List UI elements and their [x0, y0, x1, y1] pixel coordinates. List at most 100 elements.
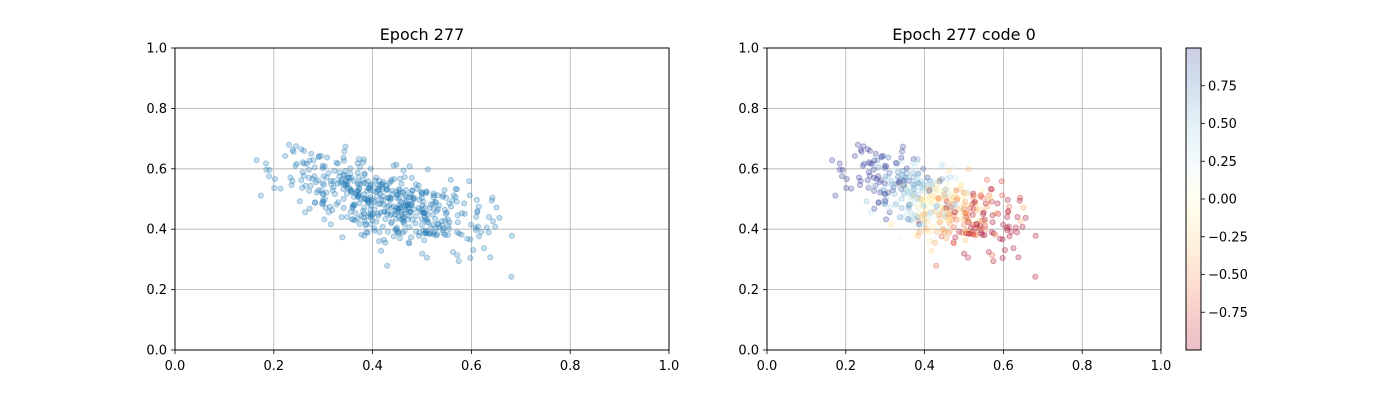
- scatter-point: [475, 203, 482, 210]
- scatter-point: [881, 180, 888, 187]
- scatter-point: [385, 194, 392, 201]
- scatter-point: [903, 174, 910, 181]
- scatter-point: [387, 194, 394, 201]
- scatter-point: [918, 198, 925, 205]
- scatter-point: [370, 210, 377, 217]
- scatter-point: [872, 150, 879, 157]
- right-chart: Epoch 277 code 0 0.0 0.2 0.4 0.6 0.8 1.00.00.…: [738, 25, 1171, 374]
- scatter-point: [868, 182, 875, 189]
- scatter-point: [916, 220, 923, 227]
- scatter-point: [920, 165, 927, 172]
- scatter-point: [942, 230, 949, 237]
- scatter-point: [436, 202, 443, 209]
- scatter-point: [378, 186, 385, 193]
- scatter-point: [443, 194, 450, 201]
- scatter-point: [943, 204, 950, 211]
- scatter-point: [397, 204, 404, 211]
- scatter-point: [393, 224, 400, 231]
- scatter-point: [916, 196, 923, 203]
- scatter-point: [947, 202, 954, 209]
- scatter-point: [406, 163, 413, 170]
- scatter-point: [339, 234, 346, 241]
- scatter-point: [418, 194, 425, 201]
- right-ytick-label: 0.2: [738, 283, 759, 298]
- scatter-point: [965, 218, 972, 225]
- scatter-point: [916, 229, 923, 236]
- scatter-point: [910, 179, 917, 186]
- scatter-point: [394, 205, 401, 212]
- scatter-point: [909, 169, 916, 176]
- scatter-point: [406, 224, 413, 231]
- scatter-point: [319, 180, 326, 187]
- scatter-point: [1004, 226, 1011, 233]
- scatter-point: [377, 200, 384, 207]
- scatter-point: [940, 207, 947, 214]
- scatter-point: [314, 177, 321, 184]
- scatter-point: [933, 203, 940, 210]
- scatter-point: [318, 187, 325, 194]
- scatter-point: [439, 222, 446, 229]
- scatter-point: [320, 191, 327, 198]
- scatter-point: [419, 202, 426, 209]
- scatter-point: [405, 202, 412, 209]
- scatter-point: [373, 174, 380, 181]
- scatter-point: [963, 230, 970, 237]
- scatter-point: [435, 220, 442, 227]
- scatter-point: [394, 208, 401, 215]
- scatter-point: [936, 178, 943, 185]
- scatter-point: [903, 184, 910, 191]
- scatter-point: [289, 177, 296, 184]
- scatter-point: [910, 193, 917, 200]
- scatter-point: [299, 169, 306, 176]
- scatter-point: [899, 167, 906, 174]
- scatter-point: [373, 218, 380, 225]
- scatter-point: [977, 193, 984, 200]
- scatter-point: [322, 204, 329, 211]
- scatter-point: [877, 189, 884, 196]
- scatter-point: [342, 182, 349, 189]
- scatter-point: [964, 227, 971, 234]
- left-xtick-label: 0.2: [263, 359, 284, 374]
- scatter-point: [988, 198, 995, 205]
- scatter-point: [998, 178, 1005, 185]
- scatter-point: [382, 216, 389, 223]
- scatter-point: [421, 204, 428, 211]
- scatter-point: [920, 211, 927, 218]
- scatter-point: [365, 178, 372, 185]
- scatter-point: [290, 148, 297, 155]
- scatter-point: [912, 195, 919, 202]
- scatter-point: [375, 186, 382, 193]
- scatter-point: [962, 209, 969, 216]
- scatter-point: [924, 174, 931, 181]
- scatter-point: [882, 173, 889, 180]
- scatter-point: [948, 199, 955, 206]
- scatter-point: [968, 229, 975, 236]
- scatter-point: [948, 197, 955, 204]
- scatter-point: [421, 230, 428, 237]
- scatter-point: [418, 190, 425, 197]
- scatter-point: [887, 203, 894, 210]
- scatter-point: [951, 208, 958, 215]
- scatter-point: [378, 247, 385, 254]
- scatter-point: [408, 234, 415, 241]
- scatter-point: [907, 217, 914, 224]
- scatter-point: [423, 189, 430, 196]
- scatter-point: [337, 178, 344, 185]
- scatter-point: [485, 213, 492, 220]
- scatter-point: [926, 186, 933, 193]
- scatter-point: [392, 226, 399, 233]
- scatter-point: [338, 176, 345, 183]
- scatter-point: [979, 206, 986, 213]
- scatter-point: [971, 215, 978, 222]
- scatter-point: [424, 216, 431, 223]
- scatter-point: [977, 222, 984, 229]
- scatter-point: [906, 193, 913, 200]
- scatter-point: [415, 182, 422, 189]
- scatter-point: [934, 202, 941, 209]
- scatter-point: [1006, 233, 1013, 240]
- scatter-point: [899, 148, 906, 155]
- scatter-point: [941, 208, 948, 215]
- scatter-point: [393, 205, 400, 212]
- scatter-point: [920, 214, 927, 221]
- scatter-point: [878, 177, 885, 184]
